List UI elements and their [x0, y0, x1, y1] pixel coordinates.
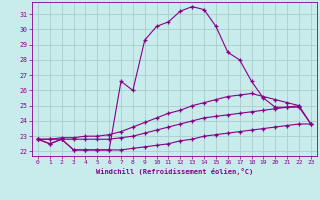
- X-axis label: Windchill (Refroidissement éolien,°C): Windchill (Refroidissement éolien,°C): [96, 168, 253, 175]
